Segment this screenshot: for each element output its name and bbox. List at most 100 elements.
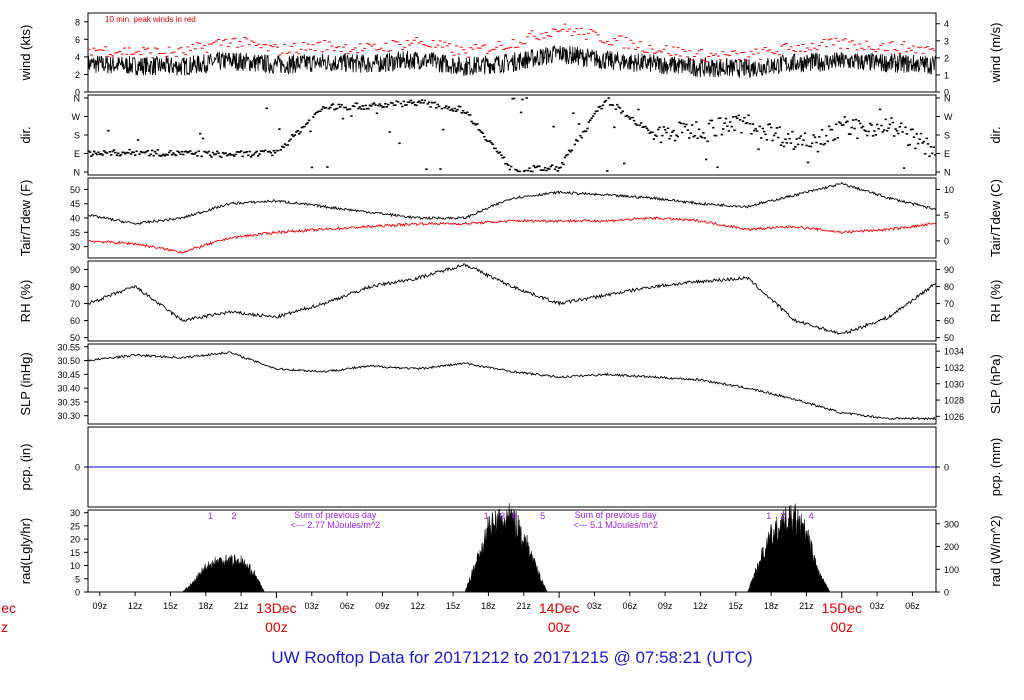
dir-point	[604, 99, 608, 102]
dir-point	[772, 134, 776, 137]
dir-point	[94, 152, 97, 155]
dir-point	[621, 110, 624, 113]
dir-point	[323, 107, 326, 109]
x-hour-tick-label: 12z	[693, 601, 708, 611]
dir-point	[569, 151, 572, 153]
dir-point	[404, 104, 407, 106]
dir-point	[149, 153, 152, 156]
dir-point	[813, 136, 817, 138]
dir-point	[746, 122, 749, 124]
dir-point	[734, 115, 738, 118]
dir-point	[476, 123, 479, 125]
dir-point	[904, 126, 907, 129]
dir-point	[91, 153, 94, 156]
dir-point	[500, 154, 503, 156]
dir-point	[303, 125, 306, 128]
dir-point	[819, 143, 822, 145]
dir-point	[878, 108, 882, 111]
dir-point	[322, 106, 325, 108]
dir-point	[651, 131, 654, 134]
dir-point	[614, 108, 617, 111]
wind-ytick-label-right: 4	[944, 19, 949, 29]
dir-point	[641, 126, 644, 128]
dir-point	[237, 151, 240, 153]
dir-point	[228, 152, 232, 155]
dir-point	[565, 154, 568, 157]
dir-point	[247, 154, 250, 157]
dir-point	[309, 130, 312, 133]
dir-point	[546, 167, 550, 170]
dir-point	[836, 137, 839, 139]
rad-day-1-area	[181, 554, 266, 593]
dir-point	[327, 107, 331, 110]
dir-point	[712, 126, 715, 129]
dir-point	[828, 125, 831, 128]
dir-point	[825, 134, 828, 137]
temp-ytick-label-left: 30	[70, 242, 80, 252]
dir-point	[917, 142, 920, 145]
dir-point	[346, 108, 349, 111]
dir-point	[579, 134, 582, 137]
dir-point	[447, 106, 451, 108]
dir-point	[289, 138, 292, 141]
dir-point	[336, 107, 339, 110]
dir-point	[649, 131, 653, 133]
dir-point	[176, 150, 179, 152]
dir-point	[556, 170, 559, 172]
dir-point	[90, 155, 93, 157]
dir-point	[733, 129, 736, 132]
dir-point	[278, 128, 281, 130]
dir-point	[365, 107, 369, 110]
dir-point	[429, 106, 432, 108]
dir-point	[382, 106, 386, 108]
dir-point	[165, 153, 168, 156]
dir-point	[787, 133, 790, 135]
dir-point	[893, 135, 896, 137]
dir-point	[98, 153, 102, 155]
dir-point	[559, 166, 562, 169]
dir-point	[695, 121, 698, 123]
dir-point	[675, 134, 678, 137]
dir-point	[220, 156, 223, 158]
dir-point	[193, 153, 196, 155]
dir-point	[794, 146, 797, 148]
dir-point	[306, 122, 309, 124]
dir-point	[514, 168, 517, 171]
dir-ytick-label-right: N	[944, 94, 951, 104]
dir-point	[583, 130, 586, 132]
rad-ytick-label-right: 100	[944, 565, 959, 575]
dir-point	[399, 102, 403, 105]
dir-point	[244, 151, 247, 154]
dir-point	[782, 145, 786, 148]
dir-point	[331, 103, 335, 105]
temp-ytick-label-left: 45	[70, 199, 80, 209]
dir-point	[179, 153, 182, 155]
dir-point	[580, 136, 583, 139]
dir-ytick-label-right: W	[944, 112, 953, 122]
dir-point	[928, 155, 931, 158]
dir-point	[890, 117, 893, 119]
dir-point	[758, 125, 762, 128]
dir-point	[914, 147, 917, 150]
dir-point	[231, 154, 234, 156]
rad-day-number: 1	[208, 511, 213, 521]
dir-point	[93, 150, 96, 153]
slp-panel-frame	[87, 343, 937, 425]
dir-point	[606, 170, 609, 172]
x-hour-tick-label: 21z	[517, 601, 532, 611]
x-hour-tick-label: 21z	[799, 601, 814, 611]
dir-point	[316, 111, 319, 113]
dir-point	[785, 142, 788, 144]
dir-point	[770, 126, 773, 129]
dir-point	[683, 125, 687, 128]
slp-series	[87, 351, 937, 421]
rh-ytick-label-left: 50	[70, 333, 80, 343]
dir-point	[420, 99, 424, 101]
dir-ytick-label-left: E	[74, 149, 80, 159]
dir-point	[820, 129, 824, 131]
dir-point	[692, 135, 695, 138]
dir-point	[552, 125, 555, 128]
dir-point	[119, 153, 123, 156]
rh-ytick-label-right: 70	[944, 299, 954, 309]
temp-ylabel-right: Tair/Tdew (C)	[988, 179, 1003, 257]
